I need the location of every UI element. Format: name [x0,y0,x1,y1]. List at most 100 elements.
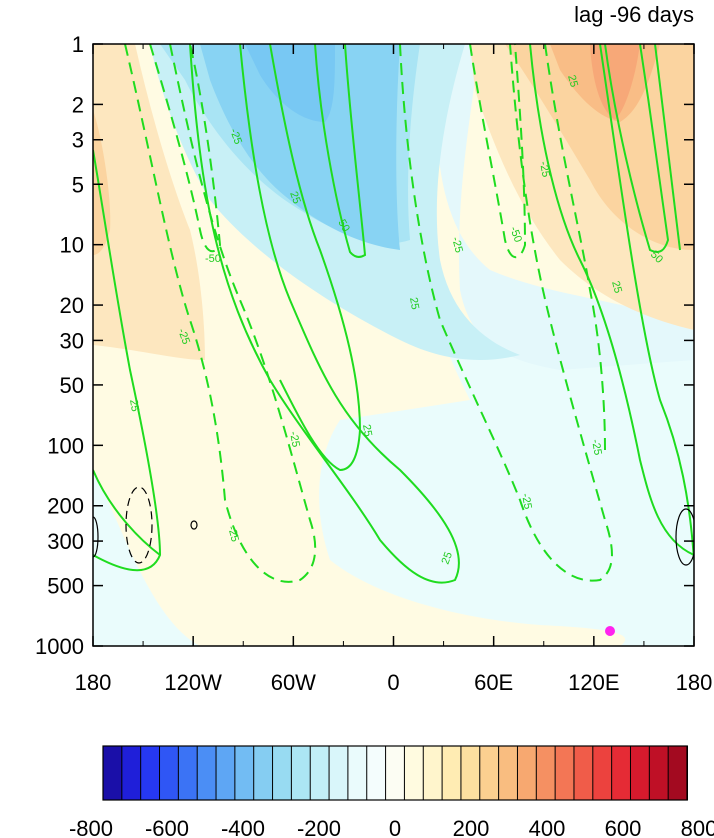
contour-label-13: -50 [507,225,524,244]
contour-pos-9 [93,469,161,556]
shade-orange-outer-left [93,44,205,360]
colorbar-swatch [629,745,651,801]
colorbar-swatch [479,745,500,801]
contour-neg-4 [469,44,527,259]
black-contour-small [190,520,198,530]
plot-area: 25 -25 -50 -25 25 50 -25 25 -25 25 -25 2… [93,44,694,646]
colorbar-tick-label: 800 [681,816,714,838]
colorbar-tick-label: -200 [297,816,341,838]
colorbar-swatch [422,745,444,801]
y-tick-label: 200 [47,494,84,519]
contours-positive [93,44,694,584]
y-tick-label: 3 [72,128,84,153]
contour-pos-7 [599,44,694,561]
colorbar: -800 -600 -400 -200 0 200 400 600 800 [69,745,714,838]
x-axis: 180 120W 60W 0 60E 120E 180 [75,44,713,695]
contour-label-18: 25 [609,280,624,295]
contour-label-16: -25 [519,492,534,510]
colorbar-swatch [648,745,670,801]
colorbar-swatch [366,745,387,801]
colorbar-tick-label: -800 [69,816,113,838]
colorbar-swatch [159,745,180,801]
colorbar-swatch [290,745,312,801]
colorbar-swatch [102,745,123,801]
shade-blue-deep [245,44,335,122]
x-tick-label: 60W [271,670,316,695]
colorbar-swatch [573,745,594,801]
colorbar-swatch [196,745,218,801]
colorbar-swatch [309,745,331,801]
colorbar-swatch [498,745,519,801]
colorbar-swatch [554,745,575,801]
colorbar-tick-label: 0 [389,816,401,838]
chart-title: lag -96 days [574,2,694,27]
contour-pos-4 [314,44,367,258]
colorbar-swatch [592,745,613,801]
contours-negative [124,44,613,583]
colorbar-swatch [667,745,689,801]
contours-black [93,486,694,566]
colorbar-swatch [140,745,161,801]
colorbar-swatch [121,745,142,801]
y-tick-label: 100 [47,433,84,458]
contour-label-15: 25 [565,74,580,89]
colorbar-tick-label: 600 [605,816,642,838]
y-tick-label: 1000 [35,634,84,659]
contour-label-12: 25 [440,550,455,566]
contour-pos-5 [604,44,670,253]
colorbar-swatch [385,745,406,801]
x-tick-label: 60E [474,670,513,695]
contour-label-7: -25 [287,430,302,448]
y-tick-label: 20 [60,293,84,318]
contour-pos-8 [529,44,694,556]
colorbar-tick-label: -400 [221,816,265,838]
contour-label-6: 50 [335,218,352,235]
y-tick-label: 1 [72,32,84,57]
contour-label-14: -25 [537,160,552,178]
contour-label-10: 25 [407,296,421,310]
x-tick-label: 180 [75,670,112,695]
colorbar-swatch [234,745,255,801]
location-marker [605,626,615,636]
contour-label-8: 25 [360,423,374,437]
contour-label-1: 25 [127,398,141,412]
colorbar-tick-label: -600 [145,816,189,838]
contour-label-3: -50 [205,253,221,265]
colorbar-swatch [441,745,462,801]
shade-blue-faint [135,44,694,370]
contour-label-2: -25 [175,327,192,346]
y-tick-label: 50 [60,373,84,398]
black-contour-left [93,516,99,558]
y-tick-label: 2 [72,92,84,117]
contour-label-4: -25 [227,127,244,146]
colorbar-swatch [328,745,349,801]
colorbar-swatch [253,745,274,801]
colorbar-swatch [460,745,481,801]
x-tick-label: 180 [676,670,713,695]
contour-neg-1 [124,44,317,583]
colorbar-swatch [611,745,632,801]
black-contour-right [675,508,694,566]
contour-neg-3 [399,44,613,582]
x-tick-label: 120E [568,670,619,695]
y-tick-label: 5 [72,172,84,197]
colorbar-tick-label: 400 [529,816,566,838]
colorbar-swatch [177,745,199,801]
contour-pos-2 [189,44,460,584]
y-axis: 1 2 3 5 10 20 30 50 100 200 300 500 1000 [35,32,694,659]
shade-orange-mid-left [93,110,111,255]
colorbar-swatch [403,745,425,801]
colorbar-swatch [535,745,557,801]
y-tick-label: 500 [47,574,84,599]
y-tick-label: 300 [47,529,84,554]
contour-label-5: 25 [287,190,302,206]
contour-label-9: -25 [225,525,241,543]
contour-neg-2 [149,44,222,253]
y-tick-label: 30 [60,328,84,353]
black-contour-dashed [125,486,153,564]
y-tick-label: 10 [60,233,84,258]
contour-pos-3 [269,44,362,472]
colorbar-swatch [347,745,368,801]
x-tick-label: 120W [164,670,222,695]
